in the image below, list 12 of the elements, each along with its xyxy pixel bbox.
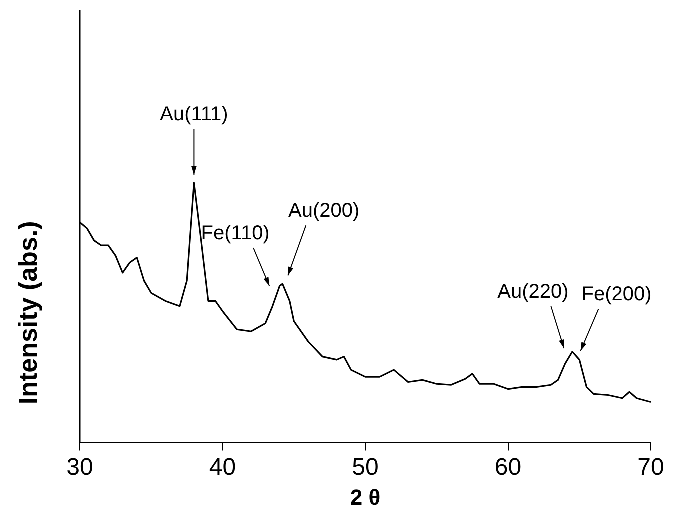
x-tick-label: 60 bbox=[494, 454, 522, 481]
annotation: Au(220) bbox=[498, 280, 569, 303]
x-tick-label: 40 bbox=[209, 454, 236, 481]
x-tick-label: 70 bbox=[638, 454, 664, 481]
annotation: Au(111) bbox=[160, 104, 228, 126]
annotation: Fe(200) bbox=[582, 284, 652, 306]
x-tick-label: 30 bbox=[66, 454, 94, 481]
x-tick-label: 50 bbox=[352, 454, 379, 481]
x-axis-title: 2 θ bbox=[350, 484, 381, 510]
y-axis-title: Intensity (abs.) bbox=[13, 221, 44, 405]
annotation: Fe(110) bbox=[201, 222, 270, 245]
annotation: Au(200) bbox=[288, 200, 360, 222]
